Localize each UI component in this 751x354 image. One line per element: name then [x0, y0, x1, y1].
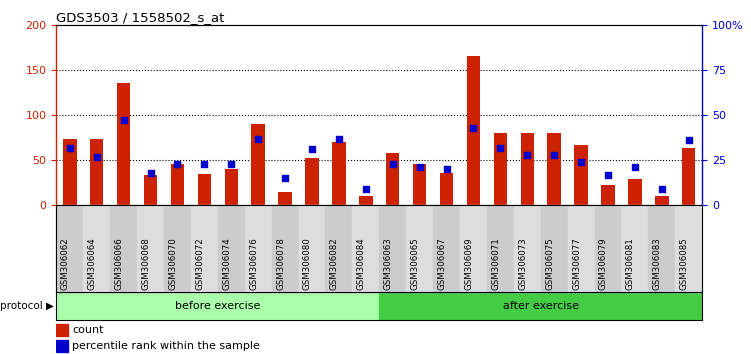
Bar [225, 169, 238, 205]
Text: GSM306083: GSM306083 [653, 238, 662, 290]
Text: GSM306081: GSM306081 [626, 238, 635, 290]
Text: GSM306072: GSM306072 [195, 238, 204, 290]
Bar [628, 179, 641, 205]
Bar [332, 142, 345, 205]
Bar [279, 192, 292, 205]
Bar [386, 153, 400, 205]
Text: GSM306066: GSM306066 [115, 238, 124, 290]
Bar [198, 174, 211, 205]
Bar [305, 158, 318, 205]
Bar [493, 133, 507, 205]
Text: GSM306075: GSM306075 [545, 238, 554, 290]
Bar [379, 292, 702, 320]
Point [279, 176, 291, 181]
Bar [56, 292, 379, 320]
Bar [520, 133, 534, 205]
Bar [56, 324, 68, 336]
Text: GSM306078: GSM306078 [276, 238, 285, 290]
Text: GDS3503 / 1558502_s_at: GDS3503 / 1558502_s_at [56, 11, 225, 24]
Point [629, 165, 641, 170]
Text: GSM306070: GSM306070 [168, 238, 177, 290]
Point [64, 145, 76, 150]
Bar [56, 340, 68, 353]
Text: GSM306069: GSM306069 [464, 238, 473, 290]
Point [602, 172, 614, 177]
Text: protocol ▶: protocol ▶ [0, 301, 54, 311]
Text: GSM306077: GSM306077 [572, 238, 581, 290]
Text: before exercise: before exercise [175, 301, 261, 311]
Point [144, 170, 156, 176]
Bar [170, 164, 184, 205]
Text: GSM306074: GSM306074 [222, 238, 231, 290]
Text: after exercise: after exercise [502, 301, 579, 311]
Point [171, 161, 183, 167]
Bar [90, 138, 104, 205]
Bar [547, 133, 561, 205]
Bar [117, 84, 131, 205]
Text: GSM306084: GSM306084 [357, 238, 366, 290]
Text: count: count [72, 325, 104, 335]
Text: GSM306079: GSM306079 [599, 238, 608, 290]
Text: GSM306068: GSM306068 [141, 238, 150, 290]
Point [521, 152, 533, 158]
Text: GSM306067: GSM306067 [438, 238, 447, 290]
Point [494, 145, 506, 150]
Bar [682, 148, 695, 205]
Point [467, 125, 479, 131]
Text: GSM306065: GSM306065 [411, 238, 420, 290]
Text: GSM306082: GSM306082 [330, 238, 339, 290]
Bar [440, 173, 454, 205]
Text: GSM306073: GSM306073 [518, 238, 527, 290]
Point [414, 165, 426, 170]
Point [360, 186, 372, 192]
Text: GSM306085: GSM306085 [680, 238, 689, 290]
Point [333, 136, 345, 141]
Point [656, 186, 668, 192]
Text: GSM306076: GSM306076 [249, 238, 258, 290]
Point [225, 161, 237, 167]
Bar [63, 139, 77, 205]
Bar [602, 185, 615, 205]
Point [252, 136, 264, 141]
Bar [252, 124, 265, 205]
Point [575, 159, 587, 165]
Text: GSM306080: GSM306080 [303, 238, 312, 290]
Text: GSM306063: GSM306063 [384, 238, 393, 290]
Point [387, 161, 399, 167]
Point [683, 137, 695, 143]
Text: percentile rank within the sample: percentile rank within the sample [72, 341, 261, 351]
Bar [413, 164, 427, 205]
Bar [655, 196, 668, 205]
Point [548, 152, 560, 158]
Text: GSM306064: GSM306064 [88, 238, 97, 290]
Text: GSM306071: GSM306071 [491, 238, 500, 290]
Point [91, 154, 103, 159]
Text: GSM306062: GSM306062 [61, 238, 70, 290]
Point [441, 166, 453, 172]
Bar [575, 145, 588, 205]
Point [198, 161, 210, 167]
Bar [466, 56, 480, 205]
Point [118, 118, 130, 123]
Bar [359, 196, 372, 205]
Bar [143, 175, 157, 205]
Point [306, 147, 318, 152]
